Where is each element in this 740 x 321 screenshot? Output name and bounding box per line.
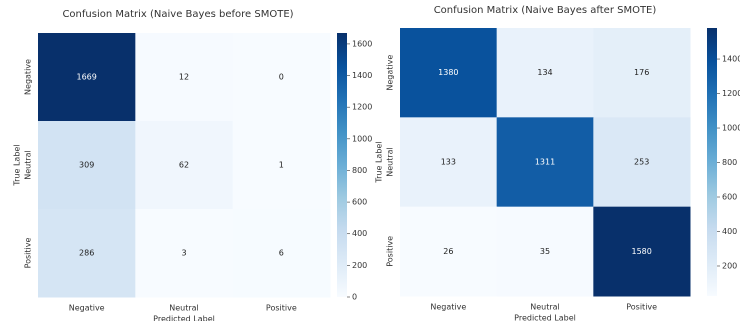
cell-label: 176	[634, 68, 649, 77]
heatmap-cell	[38, 209, 136, 298]
heatmap-cell	[496, 28, 594, 118]
colorbar-tick-label: 400	[352, 229, 367, 238]
heatmap-cell	[593, 206, 691, 297]
colorbar-tick-label: 600	[722, 193, 737, 202]
colorbar-tick-label: 1400	[352, 71, 372, 80]
heatmap-cell	[496, 206, 594, 297]
colorbar-tick-label: 0	[352, 293, 357, 302]
x-axis-label: Predicted Label	[153, 315, 215, 321]
colorbar-tick-label: 1400	[722, 55, 740, 64]
y-tick-label: Negative	[386, 55, 395, 91]
x-tick-label: Positive	[266, 304, 297, 313]
x-axis-label: Predicted Label	[514, 314, 576, 321]
colorbar-tick-label: 600	[352, 198, 367, 207]
x-tick-label: Neutral	[169, 304, 199, 313]
cell-label: 1	[279, 161, 284, 170]
colorbar-tick-label: 200	[352, 261, 367, 270]
cell-label: 133	[441, 158, 456, 167]
colorbar-tick-label: 400	[722, 227, 737, 236]
heatmap-cell	[38, 33, 136, 122]
cell-label: 1580	[631, 247, 651, 256]
colorbar-tick-label: 1200	[722, 89, 740, 98]
y-tick-label: Neutral	[386, 147, 395, 177]
y-tick-label: Positive	[386, 236, 395, 267]
y-axis-label: True Label	[375, 141, 384, 183]
cell-label: 0	[279, 73, 284, 82]
cell-label: 286	[79, 249, 94, 258]
heatmap-cell	[400, 117, 498, 208]
heatmap-cell	[232, 121, 331, 210]
y-tick-label: Negative	[24, 59, 33, 95]
heatmap-cell	[135, 33, 234, 122]
y-tick-label: Neutral	[24, 150, 33, 180]
heatmap-cell	[593, 28, 691, 118]
heatmap-cell	[593, 117, 691, 208]
cell-label: 1311	[535, 158, 555, 167]
cell-label: 62	[179, 161, 189, 170]
colorbar-tick-label: 800	[352, 166, 367, 175]
colorbar	[337, 33, 347, 297]
chart-title: Confusion Matrix (Naive Bayes before SMO…	[62, 9, 293, 20]
heatmap-cell	[232, 33, 331, 122]
colorbar-tick-label: 200	[722, 261, 737, 270]
colorbar-tick-label: 800	[722, 158, 737, 167]
colorbar	[707, 28, 717, 296]
heatmap-cell	[135, 209, 234, 298]
heatmap-cell	[496, 117, 594, 208]
cell-label: 12	[179, 73, 189, 82]
heatmap-cell	[232, 209, 331, 298]
x-tick-label: Positive	[626, 303, 657, 312]
x-tick-label: Negative	[69, 304, 105, 313]
cell-label: 1380	[438, 68, 458, 77]
cell-label: 6	[279, 249, 284, 258]
cell-label: 1669	[76, 73, 96, 82]
colorbar-tick-label: 1200	[352, 103, 372, 112]
colorbar-tick-label: 1000	[352, 134, 372, 143]
x-tick-label: Neutral	[530, 303, 560, 312]
heatmap-cell	[38, 121, 136, 210]
cell-label: 3	[181, 249, 186, 258]
heatmap-cell	[135, 121, 234, 210]
cell-label: 134	[537, 68, 552, 77]
cell-label: 309	[79, 161, 94, 170]
x-tick-label: Negative	[430, 303, 466, 312]
y-axis-label: True Label	[13, 144, 22, 186]
cell-label: 35	[540, 247, 550, 256]
heatmap-cell	[400, 206, 498, 297]
chart-title: Confusion Matrix (Naive Bayes after SMOT…	[434, 5, 657, 16]
colorbar-tick-label: 1600	[352, 39, 372, 48]
colorbar-tick-label: 1000	[722, 124, 740, 133]
cell-label: 253	[634, 158, 649, 167]
y-tick-label: Positive	[24, 238, 33, 269]
heatmap-cell	[400, 28, 498, 118]
cell-label: 26	[443, 247, 453, 256]
